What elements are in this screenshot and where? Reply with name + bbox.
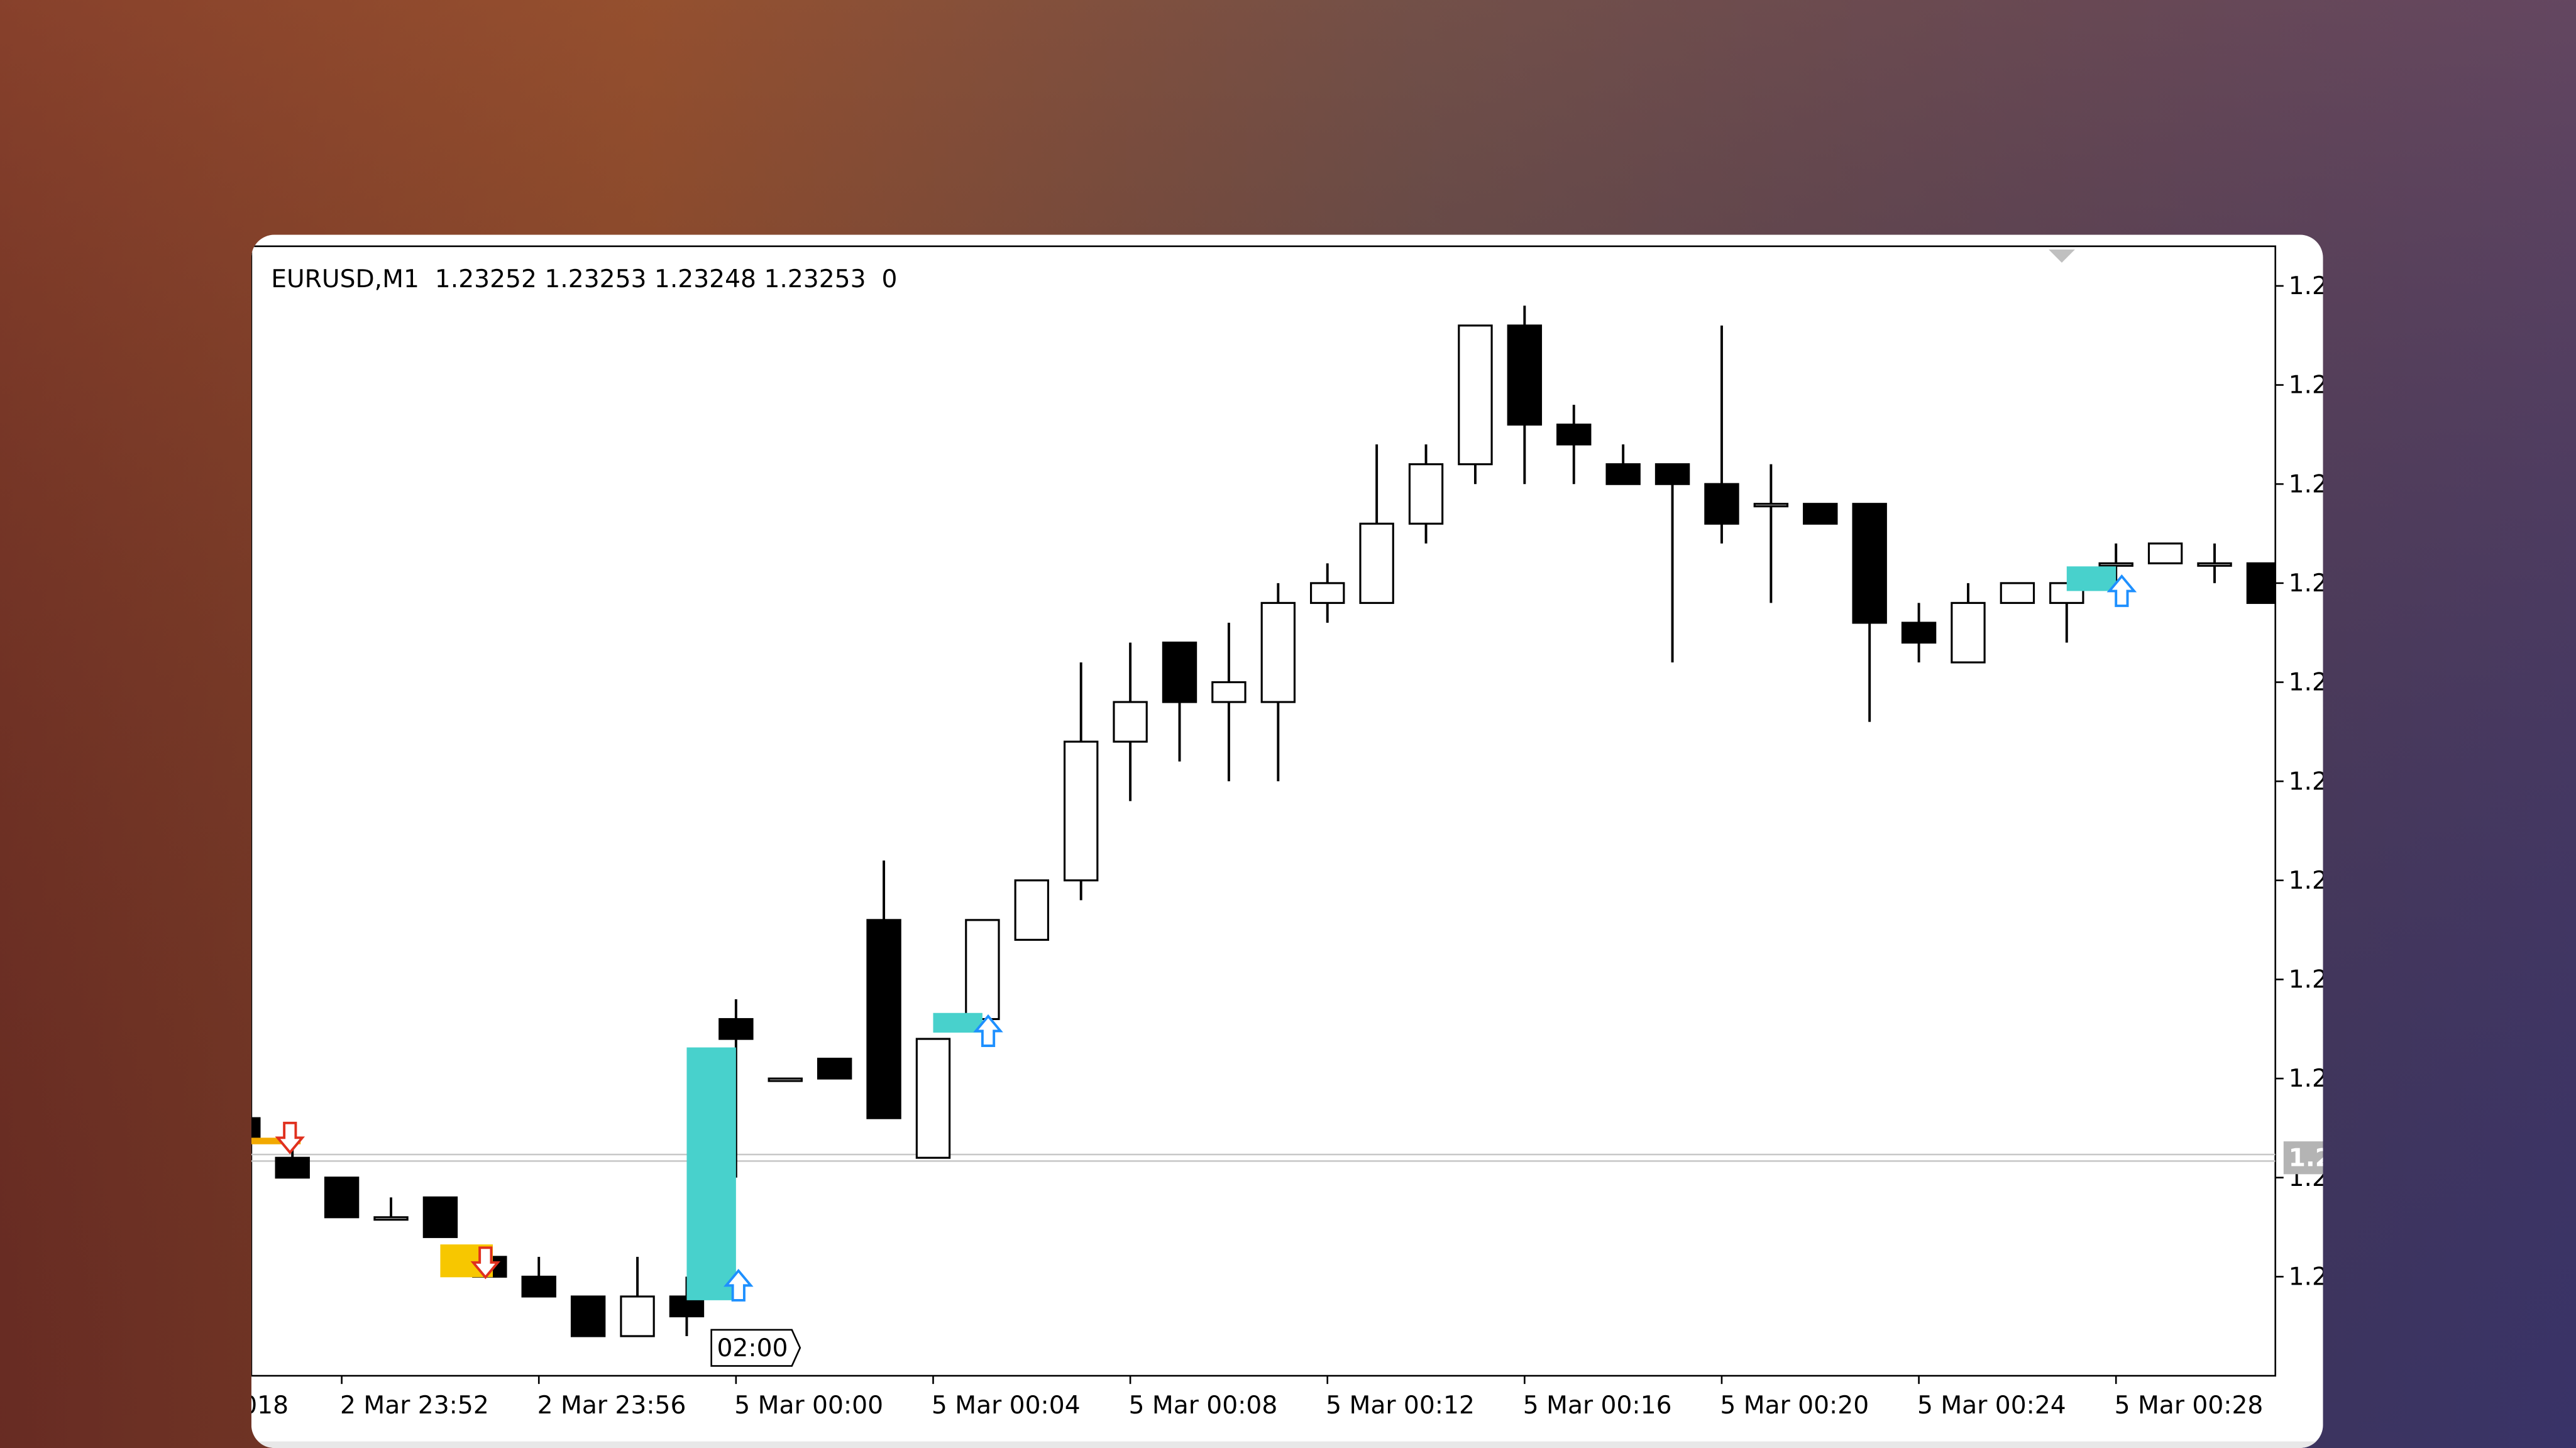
buy-arrow xyxy=(973,1014,1003,1047)
signal-box xyxy=(686,1047,736,1300)
candle-body xyxy=(373,1216,409,1221)
y-tick-label: 1.2 xyxy=(2289,1263,2328,1292)
time-marker: 02:00 xyxy=(717,1334,788,1363)
x-tick-label: 5 Mar 00:00 xyxy=(734,1391,883,1420)
time-marker-box xyxy=(710,1329,801,1367)
candle-body xyxy=(1556,424,1592,446)
candle-body xyxy=(1458,324,1493,466)
signal-box xyxy=(251,1138,301,1144)
candle-body xyxy=(1753,503,1789,508)
signal-box xyxy=(933,1012,983,1033)
candle-body xyxy=(2098,562,2133,567)
candle-body xyxy=(1408,463,1444,525)
candle-body xyxy=(1260,601,1296,703)
x-tick-label: 5 Mar 00:16 xyxy=(1523,1391,1672,1420)
candle-body xyxy=(965,919,1000,1021)
candle-body xyxy=(1507,324,1543,426)
y-tick-label: 1.2 xyxy=(2289,470,2328,498)
candle-body xyxy=(1605,463,1641,485)
candle-body xyxy=(1113,701,1148,743)
candle-body xyxy=(1063,740,1099,882)
candle-body xyxy=(1654,463,1690,485)
candle-body xyxy=(1310,582,1345,604)
candle-body xyxy=(275,1156,310,1179)
price-label-box xyxy=(2283,1141,2323,1175)
signal-box xyxy=(2066,566,2116,591)
y-tick-label: 1.2 xyxy=(2289,371,2328,400)
x-tick-label: 2 Mar 23:56 xyxy=(537,1391,686,1420)
candle-body xyxy=(1901,622,1937,644)
candle-body xyxy=(817,1058,852,1080)
candle-body xyxy=(2246,562,2276,604)
y-tick-label: 1.2 xyxy=(2289,669,2328,697)
candle-body xyxy=(1162,641,1197,703)
candle-body xyxy=(718,1017,754,1040)
x-tick-label: 5 Mar 00:20 xyxy=(1720,1391,1869,1420)
x-tick-label: 5 Mar 00:28 xyxy=(2115,1391,2264,1420)
candle-body xyxy=(2197,562,2232,567)
candle-body xyxy=(2000,582,2035,604)
candle-body xyxy=(620,1295,655,1337)
x-tick-label: 5 Mar 00:24 xyxy=(1917,1391,2066,1420)
buy-arrow xyxy=(2106,574,2137,607)
y-tick-label: 1.2 xyxy=(2289,966,2328,994)
candle-body xyxy=(422,1196,458,1238)
candle-body xyxy=(1359,522,1394,604)
chart-title: EURUSD,M1 1.23252 1.23253 1.23248 1.2325… xyxy=(271,265,897,293)
status-strip xyxy=(251,1441,2323,1448)
buy-arrow xyxy=(723,1268,754,1302)
price-label: 1.2 xyxy=(2289,1144,2332,1172)
y-tick-label: 1.2 xyxy=(2289,767,2328,796)
candle-body xyxy=(1951,601,1986,664)
candle-body xyxy=(1211,681,1247,703)
y-tick-label: 1.2 xyxy=(2289,867,2328,895)
sell-arrow xyxy=(275,1121,305,1155)
x-tick-label: 5 Mar 00:12 xyxy=(1326,1391,1475,1420)
sell-arrow xyxy=(470,1246,501,1280)
candle-body xyxy=(2147,542,2183,564)
candle-body xyxy=(1803,503,1838,525)
x-tick-label: 018 xyxy=(241,1391,289,1420)
x-tick-label: 5 Mar 00:08 xyxy=(1128,1391,1277,1420)
candle-body xyxy=(768,1077,803,1082)
plot-area xyxy=(251,245,2277,1377)
candle-body xyxy=(1852,503,1887,624)
candle-body xyxy=(1704,483,1739,525)
x-tick-label: 2 Mar 23:52 xyxy=(340,1391,489,1420)
candle-body xyxy=(866,919,901,1119)
candle-body xyxy=(1014,879,1049,941)
candle-body xyxy=(521,1275,556,1298)
y-tick-label: 1.2 xyxy=(2289,569,2328,598)
candle-body xyxy=(570,1295,606,1337)
plot-clip xyxy=(251,305,2276,1337)
candle-body xyxy=(324,1176,360,1219)
signals xyxy=(251,566,2137,1302)
shift-marker xyxy=(2049,250,2075,263)
candle-body xyxy=(251,1117,261,1139)
x-tick-label: 5 Mar 00:04 xyxy=(932,1391,1081,1420)
candle-body xyxy=(915,1038,951,1159)
y-tick-label: 1.2 xyxy=(2289,1065,2328,1093)
y-tick-label: 1.2 xyxy=(2289,272,2328,300)
